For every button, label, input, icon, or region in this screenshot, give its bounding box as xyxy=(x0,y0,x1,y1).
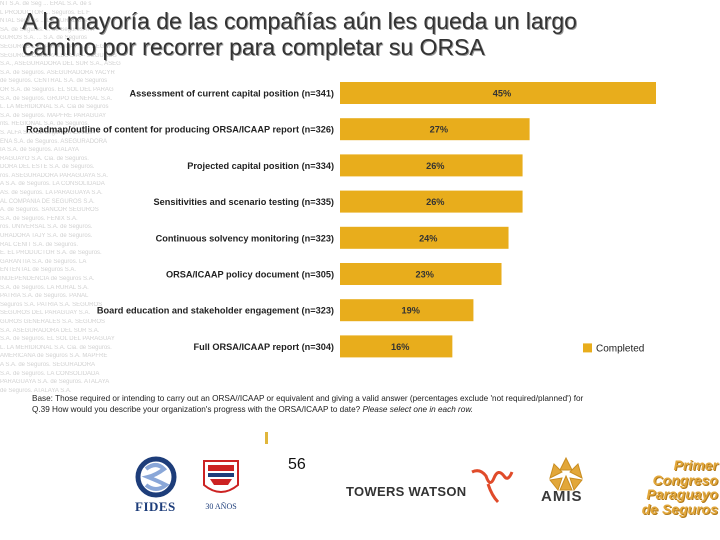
background-watermark-line: GARANTIA S.A. de Seguros. LA xyxy=(0,258,87,265)
background-watermark-line: nts. REGIONAL S.A. de Seguros. xyxy=(0,121,90,128)
slide-title-line-1: A la mayoría de las compañías aún les qu… xyxy=(22,8,577,34)
background-watermark-line: NTAL Seguros ... LA RURAL S.A. d xyxy=(0,18,94,25)
background-watermark-text: NT S.A. de Seg ... ERAL S.A. de s L PRODU… xyxy=(0,0,160,520)
congreso-logo: Primer Congreso Paraguayo de Seguros xyxy=(628,458,718,516)
background-watermark-line: AL COMPAÑIA DE SEGUROS S.A. xyxy=(0,198,95,205)
towers-watson-mark-icon xyxy=(471,469,514,504)
slide-title-line-2: camino por recorrer para completar su OR… xyxy=(22,34,485,60)
background-watermark-line: A S.A. de Seguros. SEGURADORA xyxy=(0,361,96,368)
bar xyxy=(340,118,530,141)
towers-watson-logo-text: TOWERS WATSON xyxy=(346,484,467,499)
data-label: 24% xyxy=(419,233,437,243)
background-watermark-line: SEGUROS GENERALES S.A. - SEGUROS xyxy=(0,52,117,59)
bar xyxy=(340,299,474,322)
footnote-question-line: Q.39 How would you describe your organiz… xyxy=(32,404,712,415)
bar xyxy=(340,190,523,213)
bar xyxy=(340,226,509,249)
background-watermark-line: L. LA MERIDIONAL S.A. Cia. de Seguros. xyxy=(0,344,112,351)
category-label: Assessment of current capital position (… xyxy=(130,89,334,99)
footnote-instruction: Please select one in each row. xyxy=(362,405,474,414)
chart-footnote: Base: Those required or intending to car… xyxy=(32,393,712,415)
congreso-logo-line: Paraguayo xyxy=(646,486,718,502)
bar xyxy=(340,154,523,177)
slide-title: A la mayoría de las compañías aún les qu… xyxy=(22,8,702,60)
data-label: 23% xyxy=(416,270,434,280)
thirty-years-logo-icon: 30 AÑOS xyxy=(203,460,239,511)
background-watermark-line: NT S.A. de Seg ... ERAL S.A. de s xyxy=(0,1,92,7)
background-watermark-line: PARAGUAYA S.A. de Seguros. ATALAYA xyxy=(0,379,110,386)
background-watermark-line: S.A. de Seguros. GRUPO GENERAL S.A. xyxy=(0,95,113,102)
footnote-question: Q.39 How would you describe your organiz… xyxy=(32,405,361,414)
background-watermark-line: INDEPENDENCIA de Seguros S.A. xyxy=(0,276,95,282)
background-watermark-line: A S.A. de Seguros. LA CONSOLIDADA xyxy=(0,181,105,188)
footnote-base: Base: Those required or intending to car… xyxy=(32,394,584,403)
background-watermark-line: GUROS GENERALES S.A. SEGUROS xyxy=(0,318,106,325)
background-watermark-line: ros. UNIVERSAL S.A. de Seguros. xyxy=(0,224,93,231)
background-watermark-line: GUROS S.A. ... S.A. de Seguros xyxy=(0,35,88,42)
fides-logo-icon xyxy=(135,456,177,498)
category-label: Full ORSA/ICAAP report (n=304) xyxy=(194,342,334,352)
background-watermark-line: S.A. de Seguros. EL SOL DEL PARAGUAY xyxy=(0,336,115,343)
background-watermark-line: S.A., ASEGURADORA DEL SUR S.A., ASEG xyxy=(0,61,121,68)
legend-label: Completed xyxy=(596,343,644,354)
category-label: Continuous solvency monitoring (n=323) xyxy=(156,233,334,243)
bar xyxy=(340,263,502,285)
background-watermark-line: E. EL PRODUCTOR S.A. de Seguros. xyxy=(0,250,102,257)
background-watermark-line: ENTENTAL de Seguros S.A. xyxy=(0,267,77,274)
background-watermark-line: S.A. de Seguros. MAPFRE PARAGUAY xyxy=(0,112,107,119)
background-watermark-line: S.A. de Seguros. FENIX S.A. xyxy=(0,215,78,222)
thirty-years-logo-text: 30 AÑOS xyxy=(205,501,236,511)
data-label: 27% xyxy=(430,125,448,135)
background-watermark-line: S.A. de Seguros. LA CONSOLIDADA xyxy=(0,370,100,377)
bar xyxy=(340,335,453,358)
congreso-logo-line: Congreso xyxy=(652,471,718,488)
divider-mark xyxy=(265,432,268,444)
background-watermark-line: OR S.A. de Seguros. EL SOL DEL PARAG xyxy=(0,86,114,93)
background-watermark-line: S.A. de Seguros. LA RURAL S.A. xyxy=(0,284,89,291)
data-label: 26% xyxy=(426,161,444,171)
bar xyxy=(340,82,656,104)
background-watermark-line: ros. ASEGURADORA PARAGUAYA S.A. xyxy=(0,172,109,179)
background-watermark-line: PATRIA S.A. de Seguros. PANAL xyxy=(0,293,89,300)
background-watermark-line: IA S.A. de Seguros. ATALAYA xyxy=(0,147,79,154)
background-watermark-line: AMERICANA de Seguros S.A. MAPFRE xyxy=(0,353,108,360)
background-watermark-line: L PRODUCTOR ... Seguros. EL F xyxy=(0,9,90,16)
background-watermark-line: SEGUROS DEL PARAGUAY S.A. xyxy=(0,310,91,317)
background-watermark-line: S. ALFA S.A. de Seguros. ALIANZA xyxy=(0,129,95,136)
fides-logo-text: FIDES xyxy=(135,499,176,514)
background-watermark-line: SA. de Seguros. ... de Seguros. INT xyxy=(0,26,96,33)
background-watermark-line: AS. de Seguros. LA PARAGUAYA S.A. xyxy=(0,190,103,197)
amis-logo-icon xyxy=(549,456,583,492)
background-watermark-line: URADORA TAJY S.A. de Seguros. xyxy=(0,233,93,240)
congreso-logo-line: Primer xyxy=(673,457,718,473)
background-watermark-line: de Seguros. CENTRAL S.A. de Seguros xyxy=(0,78,108,85)
category-label: Board education and stakeholder engageme… xyxy=(97,306,334,316)
data-label: 19% xyxy=(402,306,420,316)
category-label: Roadmap/outline of content for producing… xyxy=(26,125,334,135)
data-label: 26% xyxy=(426,197,444,207)
background-watermark-line: EÑA S.A. de Seguros. ASEGURADORA xyxy=(0,138,108,145)
data-label: 16% xyxy=(391,342,409,352)
background-watermark-line: SEGUROS DEL PARAGUAY S.A. SEGUR xyxy=(0,43,114,50)
background-watermark-line: RAGUAYO S.A. Cia. de Seguros. xyxy=(0,155,89,162)
background-watermark-line: L. LA MERIDIONAL S.A. Cia de Seguros xyxy=(0,104,109,111)
progress-bar-chart: Assessment of current capital position (… xyxy=(26,82,656,358)
background-watermark-line: S.A. ASEGURADORA DEL SUR S.A. xyxy=(0,327,100,334)
background-watermark-line: A. de Seguros. SANCOR SEGUROS xyxy=(0,207,99,214)
category-label: ORSA/ICAAP policy document (n=305) xyxy=(166,270,334,280)
background-watermark-line: Seguros S.A. PATRIA S.A. SEGUROS xyxy=(0,301,103,308)
background-watermark-line: RAL CENIT S.A. de Seguros. xyxy=(0,241,79,248)
background-watermark-line: S.A. de Seguros. ASEGURADORA YACYR xyxy=(0,69,115,76)
page-number: 56 xyxy=(288,456,306,473)
background-watermark-line: DORA DEL ESTE S.A. de Seguros. xyxy=(0,164,95,171)
congreso-logo-line: de Seguros xyxy=(641,500,718,517)
category-label: Sensitivities and scenario testing (n=33… xyxy=(154,197,335,207)
category-label: Projected capital position (n=334) xyxy=(187,161,334,171)
data-label: 45% xyxy=(493,89,511,99)
legend-swatch xyxy=(583,343,592,353)
amis-logo-text: AMIS xyxy=(541,488,583,505)
background-watermark-line: de Seguros. ATALAYA S.A. xyxy=(0,387,72,394)
